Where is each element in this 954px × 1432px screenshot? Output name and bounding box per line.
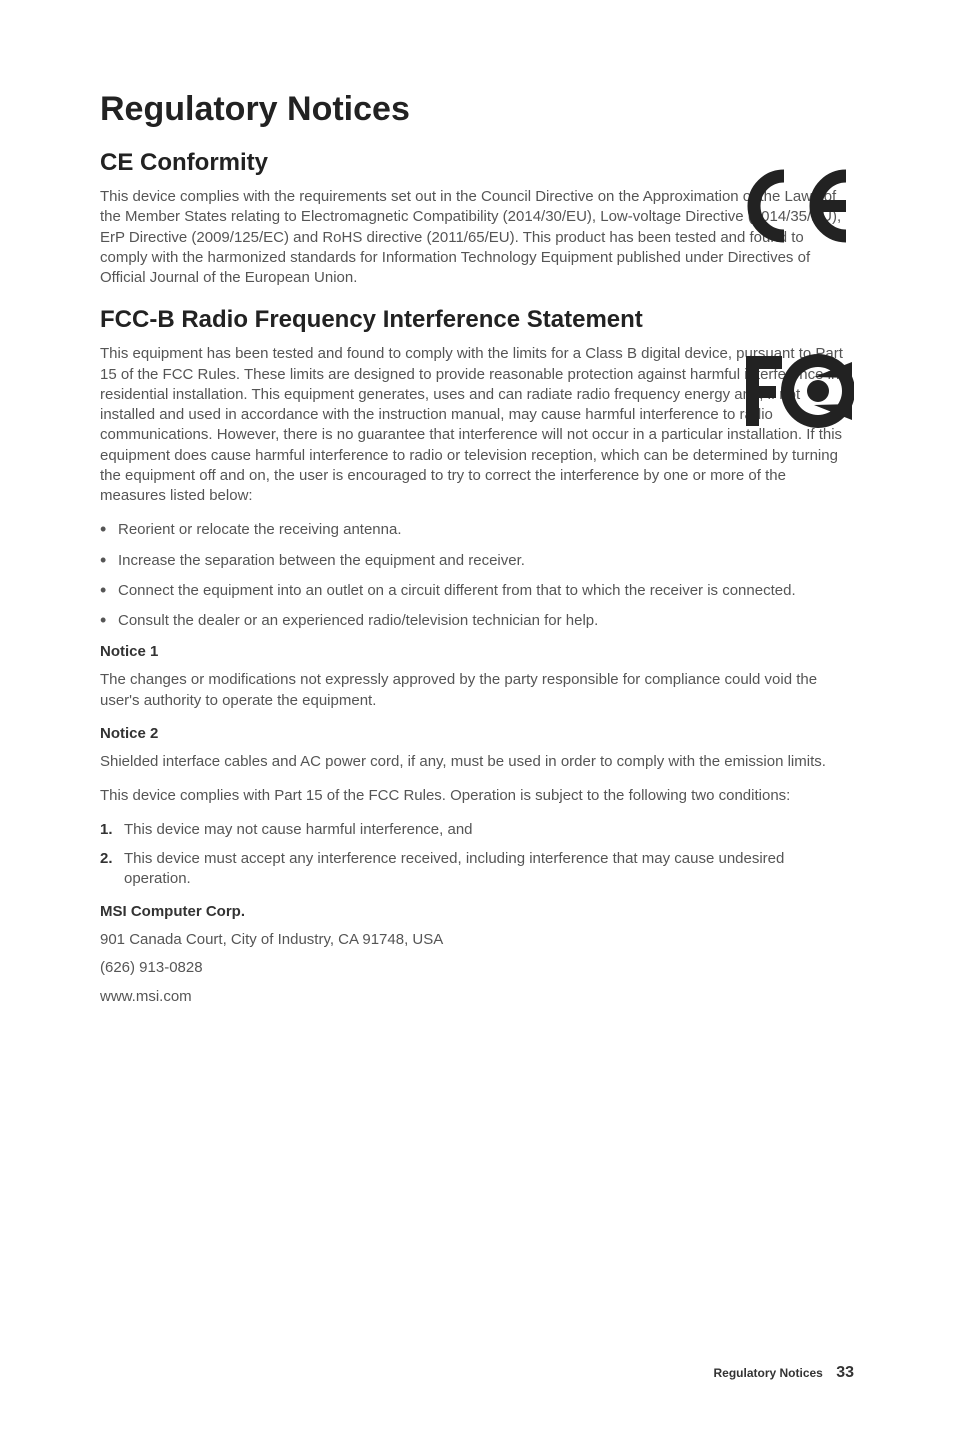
list-item: 1. This device may not cause harmful inte… bbox=[100, 820, 854, 840]
list-text: This device must accept any interference… bbox=[124, 850, 784, 887]
page-title: Regulatory Notices bbox=[100, 90, 854, 129]
fcc-heading: FCC-B Radio Frequency Interference State… bbox=[100, 306, 854, 334]
notice1-heading: Notice 1 bbox=[100, 643, 854, 660]
notice1-text: The changes or modifications not express… bbox=[100, 670, 854, 711]
fcc-bullet-list: Reorient or relocate the receiving anten… bbox=[100, 520, 854, 631]
company-address: 901 Canada Court, City of Industry, CA 9… bbox=[100, 930, 854, 950]
notice2-text1: Shielded interface cables and AC power c… bbox=[100, 752, 854, 772]
list-number: 1. bbox=[100, 820, 113, 840]
company-website: www.msi.com bbox=[100, 987, 854, 1007]
footer-page-number: 33 bbox=[836, 1364, 854, 1381]
company-heading: MSI Computer Corp. bbox=[100, 903, 854, 920]
conditions-list: 1. This device may not cause harmful inte… bbox=[100, 820, 854, 889]
list-item: 2. This device must accept any interferen… bbox=[100, 849, 854, 890]
company-phone: (626) 913-0828 bbox=[100, 958, 854, 978]
fcc-paragraph: This equipment has been tested and found… bbox=[100, 344, 854, 506]
list-item: Consult the dealer or an experienced rad… bbox=[100, 611, 854, 631]
list-item: Connect the equipment into an outlet on … bbox=[100, 581, 854, 601]
list-item: Increase the separation between the equi… bbox=[100, 551, 854, 571]
footer-label: Regulatory Notices bbox=[714, 1366, 823, 1380]
list-item: Reorient or relocate the receiving anten… bbox=[100, 520, 854, 540]
fcc-logo-icon bbox=[744, 350, 854, 437]
notice2-heading: Notice 2 bbox=[100, 725, 854, 742]
list-number: 2. bbox=[100, 849, 113, 869]
page-footer: Regulatory Notices 33 bbox=[714, 1364, 855, 1382]
notice2-text2: This device complies with Part 15 of the… bbox=[100, 786, 854, 806]
list-text: This device may not cause harmful interf… bbox=[124, 821, 473, 838]
ce-mark-icon bbox=[734, 168, 854, 249]
